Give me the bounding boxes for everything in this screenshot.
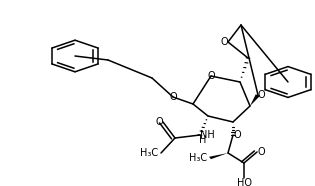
- Text: O: O: [169, 92, 177, 102]
- Text: H₃C: H₃C: [140, 148, 158, 158]
- Text: O: O: [233, 130, 241, 140]
- Text: NH: NH: [200, 130, 215, 140]
- Text: O: O: [220, 37, 228, 47]
- Text: O: O: [155, 117, 163, 127]
- Text: O: O: [258, 90, 266, 100]
- Text: H: H: [199, 135, 207, 145]
- Text: H₃C: H₃C: [189, 153, 207, 163]
- Text: O: O: [257, 147, 265, 157]
- Polygon shape: [250, 94, 260, 106]
- Text: HO: HO: [237, 178, 251, 186]
- Polygon shape: [209, 153, 228, 159]
- Text: O: O: [207, 71, 215, 81]
